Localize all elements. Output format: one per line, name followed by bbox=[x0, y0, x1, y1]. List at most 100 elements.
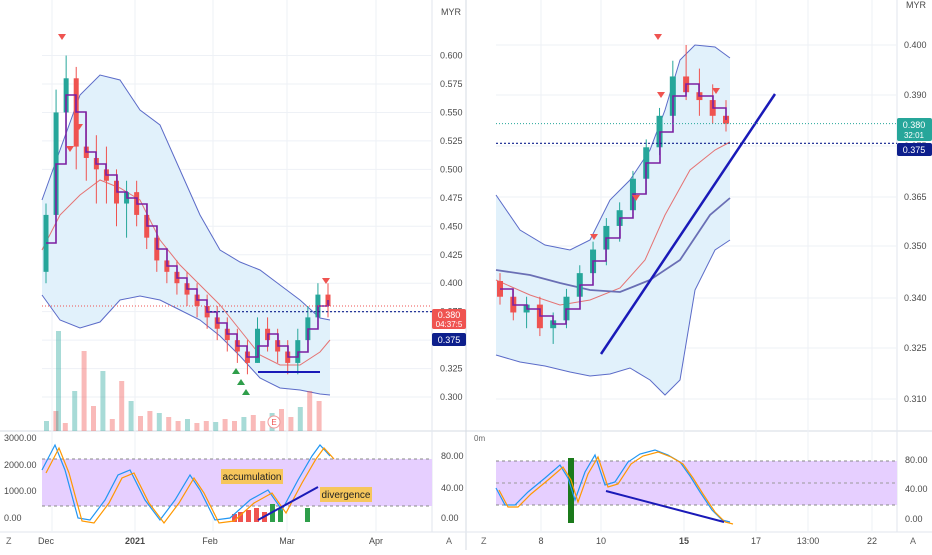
right-z-button[interactable]: Z bbox=[481, 536, 487, 546]
sell-signal-marker bbox=[632, 195, 640, 201]
right-price-tick: 0.400 bbox=[904, 40, 927, 50]
osc-hist-bar bbox=[278, 508, 283, 522]
volume-bar bbox=[91, 406, 96, 431]
left-signal-markers bbox=[58, 34, 330, 395]
volume-bar bbox=[297, 407, 303, 431]
volume-bar bbox=[44, 421, 49, 431]
right-osc-d-line bbox=[498, 451, 734, 525]
left-bollinger-band bbox=[42, 75, 330, 395]
volume-bar bbox=[185, 419, 190, 431]
volume-bar bbox=[56, 331, 61, 431]
volume-bar bbox=[128, 401, 134, 431]
sell-signal-marker bbox=[654, 34, 662, 40]
right-time-label: 13:00 bbox=[797, 536, 820, 546]
volume-bar bbox=[260, 421, 266, 431]
volume-bar bbox=[203, 421, 209, 431]
left-price-tick: 0.425 bbox=[440, 250, 463, 260]
right-bollinger-band bbox=[496, 45, 730, 395]
volume-bar bbox=[119, 381, 125, 431]
right-currency-label: MYR bbox=[906, 0, 927, 10]
left-moving-average bbox=[41, 179, 331, 366]
annotation-accumulation-text: accumulation bbox=[223, 472, 282, 483]
sell-signal-marker bbox=[322, 278, 330, 284]
volume-bar bbox=[232, 421, 237, 431]
right-moving-average bbox=[495, 141, 731, 306]
right-last-price-badge: 0.380 32:01 bbox=[897, 118, 932, 141]
left-time-label: Mar bbox=[279, 536, 295, 546]
volume-bar bbox=[307, 391, 313, 431]
right-osc-tick: 0.00 bbox=[905, 514, 923, 524]
right-time-label: 22 bbox=[867, 536, 877, 546]
volume-bar bbox=[166, 417, 172, 431]
volume-bar bbox=[241, 417, 247, 431]
right-auto-button[interactable]: A bbox=[910, 536, 916, 546]
sell-signal-marker bbox=[590, 234, 598, 240]
right-osc-signal-bar bbox=[568, 458, 574, 523]
right-osc-k-line bbox=[495, 449, 731, 523]
right-countdown: 32:01 bbox=[904, 131, 925, 140]
left-osc-d-line bbox=[45, 446, 335, 524]
left-bollinger-lower bbox=[41, 294, 331, 396]
sell-signal-marker bbox=[712, 88, 720, 94]
volume-bar bbox=[250, 415, 256, 431]
right-divergence-line bbox=[605, 490, 725, 523]
left-price-tick: 0.325 bbox=[440, 364, 463, 374]
earnings-marker-label: E bbox=[271, 418, 276, 427]
osc-hist-bar bbox=[305, 508, 310, 522]
left-osc-k-line bbox=[41, 443, 331, 521]
left-z-button[interactable]: Z bbox=[6, 536, 12, 546]
left-bollinger-upper bbox=[41, 74, 331, 321]
sell-signal-marker bbox=[58, 34, 66, 40]
volume-bar bbox=[72, 391, 78, 431]
left-osc-tick-left: 3000.00 bbox=[4, 433, 37, 443]
osc-hist-bar bbox=[232, 514, 237, 522]
right-price-tick: 0.350 bbox=[904, 241, 927, 251]
left-time-axis[interactable]: Dec 2021 Feb Mar Apr bbox=[38, 536, 383, 546]
left-countdown: 04:37:5 bbox=[436, 320, 463, 329]
earnings-marker[interactable]: E bbox=[267, 415, 281, 429]
left-osc-tick-left: 0.00 bbox=[4, 513, 22, 523]
right-bollinger-lower bbox=[495, 239, 731, 396]
volume-bar bbox=[53, 411, 59, 431]
left-last-price-badge: 0.380 04:37:5 bbox=[432, 309, 466, 329]
left-price-tick: 0.550 bbox=[440, 107, 463, 117]
left-price-tick: 0.475 bbox=[440, 193, 463, 203]
right-price-badge-value: 0.380 bbox=[903, 120, 926, 130]
buy-signal-marker bbox=[232, 368, 240, 374]
left-price-badge-value: 0.380 bbox=[438, 310, 461, 320]
right-time-axis[interactable]: 8 10 15 17 13:00 22 bbox=[538, 536, 877, 546]
left-time-label: 2021 bbox=[125, 536, 145, 546]
right-slow-average bbox=[495, 197, 731, 293]
left-currency-label: MYR bbox=[441, 7, 462, 17]
right-price-tick: 0.325 bbox=[904, 343, 927, 353]
volume-bar bbox=[316, 401, 322, 431]
volume-bar bbox=[279, 409, 284, 431]
right-level-badge-value: 0.375 bbox=[903, 145, 926, 155]
right-price-tick: 0.340 bbox=[904, 293, 927, 303]
volume-bar bbox=[62, 423, 68, 431]
left-step-line bbox=[46, 94, 329, 358]
annotation-divergence-text: divergence bbox=[322, 490, 371, 501]
sell-signal-marker bbox=[657, 92, 665, 98]
right-level-badge: 0.375 bbox=[897, 143, 932, 156]
right-price-axis[interactable]: 0.400 0.390 0.375 0.365 0.350 0.340 0.325 0.310 bbox=[904, 40, 927, 404]
volume-bar bbox=[213, 422, 219, 431]
left-time-label: Feb bbox=[202, 536, 218, 546]
buy-signal-marker bbox=[237, 379, 245, 385]
right-time-label: 15 bbox=[679, 536, 689, 546]
volume-bar bbox=[109, 419, 115, 431]
annotation-accumulation[interactable]: accumulation bbox=[221, 469, 283, 484]
right-time-label: 17 bbox=[751, 536, 761, 546]
buy-signal-marker bbox=[242, 389, 250, 395]
volume-bar bbox=[288, 417, 294, 431]
left-level-badge: 0.375 bbox=[432, 333, 466, 346]
right-osc-tick: 80.00 bbox=[905, 455, 928, 465]
left-auto-button[interactable]: A bbox=[446, 536, 452, 546]
left-price-axis[interactable]: 0.600 0.575 0.550 0.525 0.500 0.475 0.450 0.425… bbox=[440, 51, 463, 403]
annotation-divergence[interactable]: divergence bbox=[320, 487, 372, 502]
left-osc-tick-left: 2000.00 bbox=[4, 460, 37, 470]
right-price-tick: 0.310 bbox=[904, 394, 927, 404]
right-step-line bbox=[500, 83, 727, 325]
